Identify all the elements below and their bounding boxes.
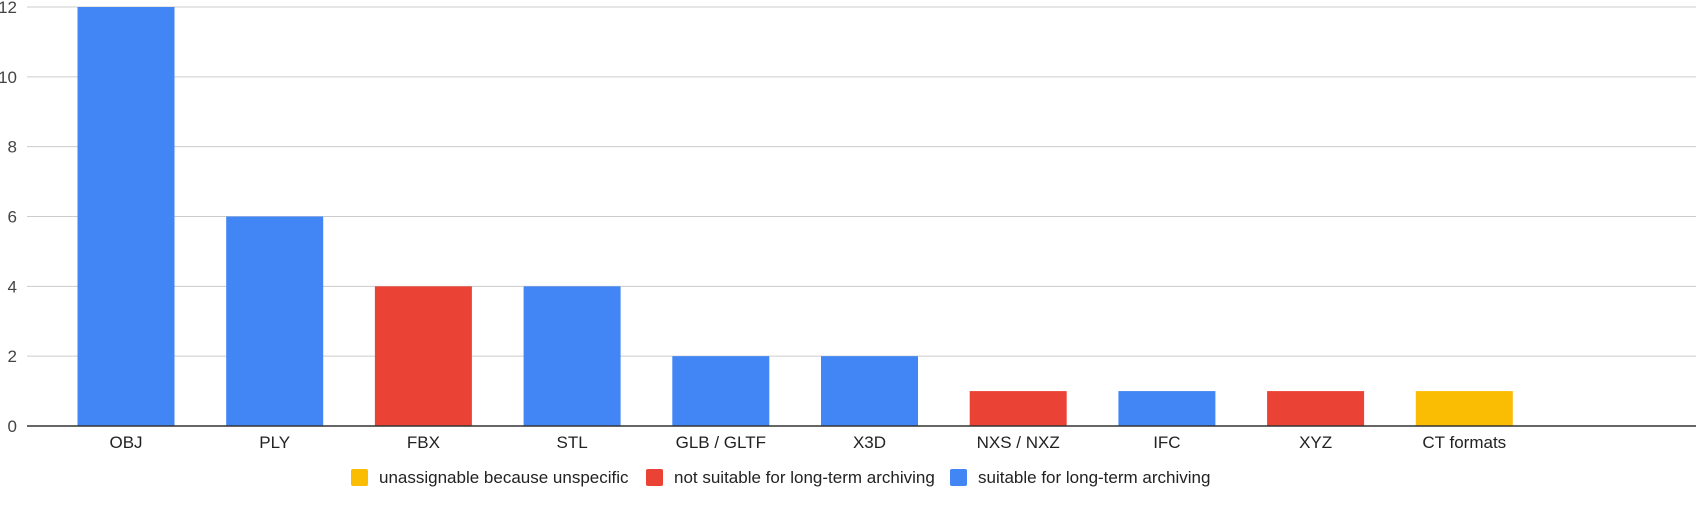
bar-xyz xyxy=(1267,391,1365,426)
legend-label-unassignable: unassignable because unspecific xyxy=(379,468,629,487)
x-tick-label: XYZ xyxy=(1299,433,1332,452)
y-tick-label: 6 xyxy=(8,208,17,227)
bar-nxs-nxz xyxy=(969,391,1067,426)
x-tick-label: CT formats xyxy=(1422,433,1506,452)
x-tick-label: GLB / GLTF xyxy=(676,433,766,452)
x-tick-label: NXS / NXZ xyxy=(977,433,1060,452)
bar-glb-gltf xyxy=(672,356,770,426)
y-tick-label: 4 xyxy=(8,277,17,296)
x-tick-label: STL xyxy=(557,433,588,452)
bar-obj xyxy=(77,7,175,426)
x-tick-label: OBJ xyxy=(109,433,142,452)
bar-ifc xyxy=(1118,391,1216,426)
bar-fbx xyxy=(374,286,472,426)
bars xyxy=(77,7,1513,426)
y-tick-label: 8 xyxy=(8,138,17,157)
legend: unassignable because unspecific not suita… xyxy=(351,468,1210,487)
legend-label-not_suitable: not suitable for long-term archiving xyxy=(674,468,935,487)
x-axis: OBJ PLY FBX STL GLB / GLTF X3D NXS / NXZ IFC XYZ… xyxy=(109,433,1506,452)
bar-ct-formats xyxy=(1415,391,1513,426)
y-axis: 0 2 4 6 8 10 12 xyxy=(0,0,17,436)
legend-swatch-unassignable xyxy=(351,469,368,486)
x-tick-label: IFC xyxy=(1153,433,1180,452)
legend-swatch-suitable xyxy=(950,469,967,486)
y-tick-label: 10 xyxy=(0,68,17,87)
x-tick-label: X3D xyxy=(853,433,886,452)
bar-x3d xyxy=(821,356,918,426)
legend-label-suitable: suitable for long-term archiving xyxy=(978,468,1210,487)
x-tick-label: FBX xyxy=(407,433,440,452)
bar-stl xyxy=(523,286,621,426)
bar-ply xyxy=(226,216,324,426)
y-tick-label: 2 xyxy=(8,347,17,366)
x-tick-label: PLY xyxy=(259,433,290,452)
y-tick-label: 12 xyxy=(0,0,17,17)
y-tick-label: 0 xyxy=(8,417,17,436)
legend-swatch-not_suitable xyxy=(646,469,663,486)
